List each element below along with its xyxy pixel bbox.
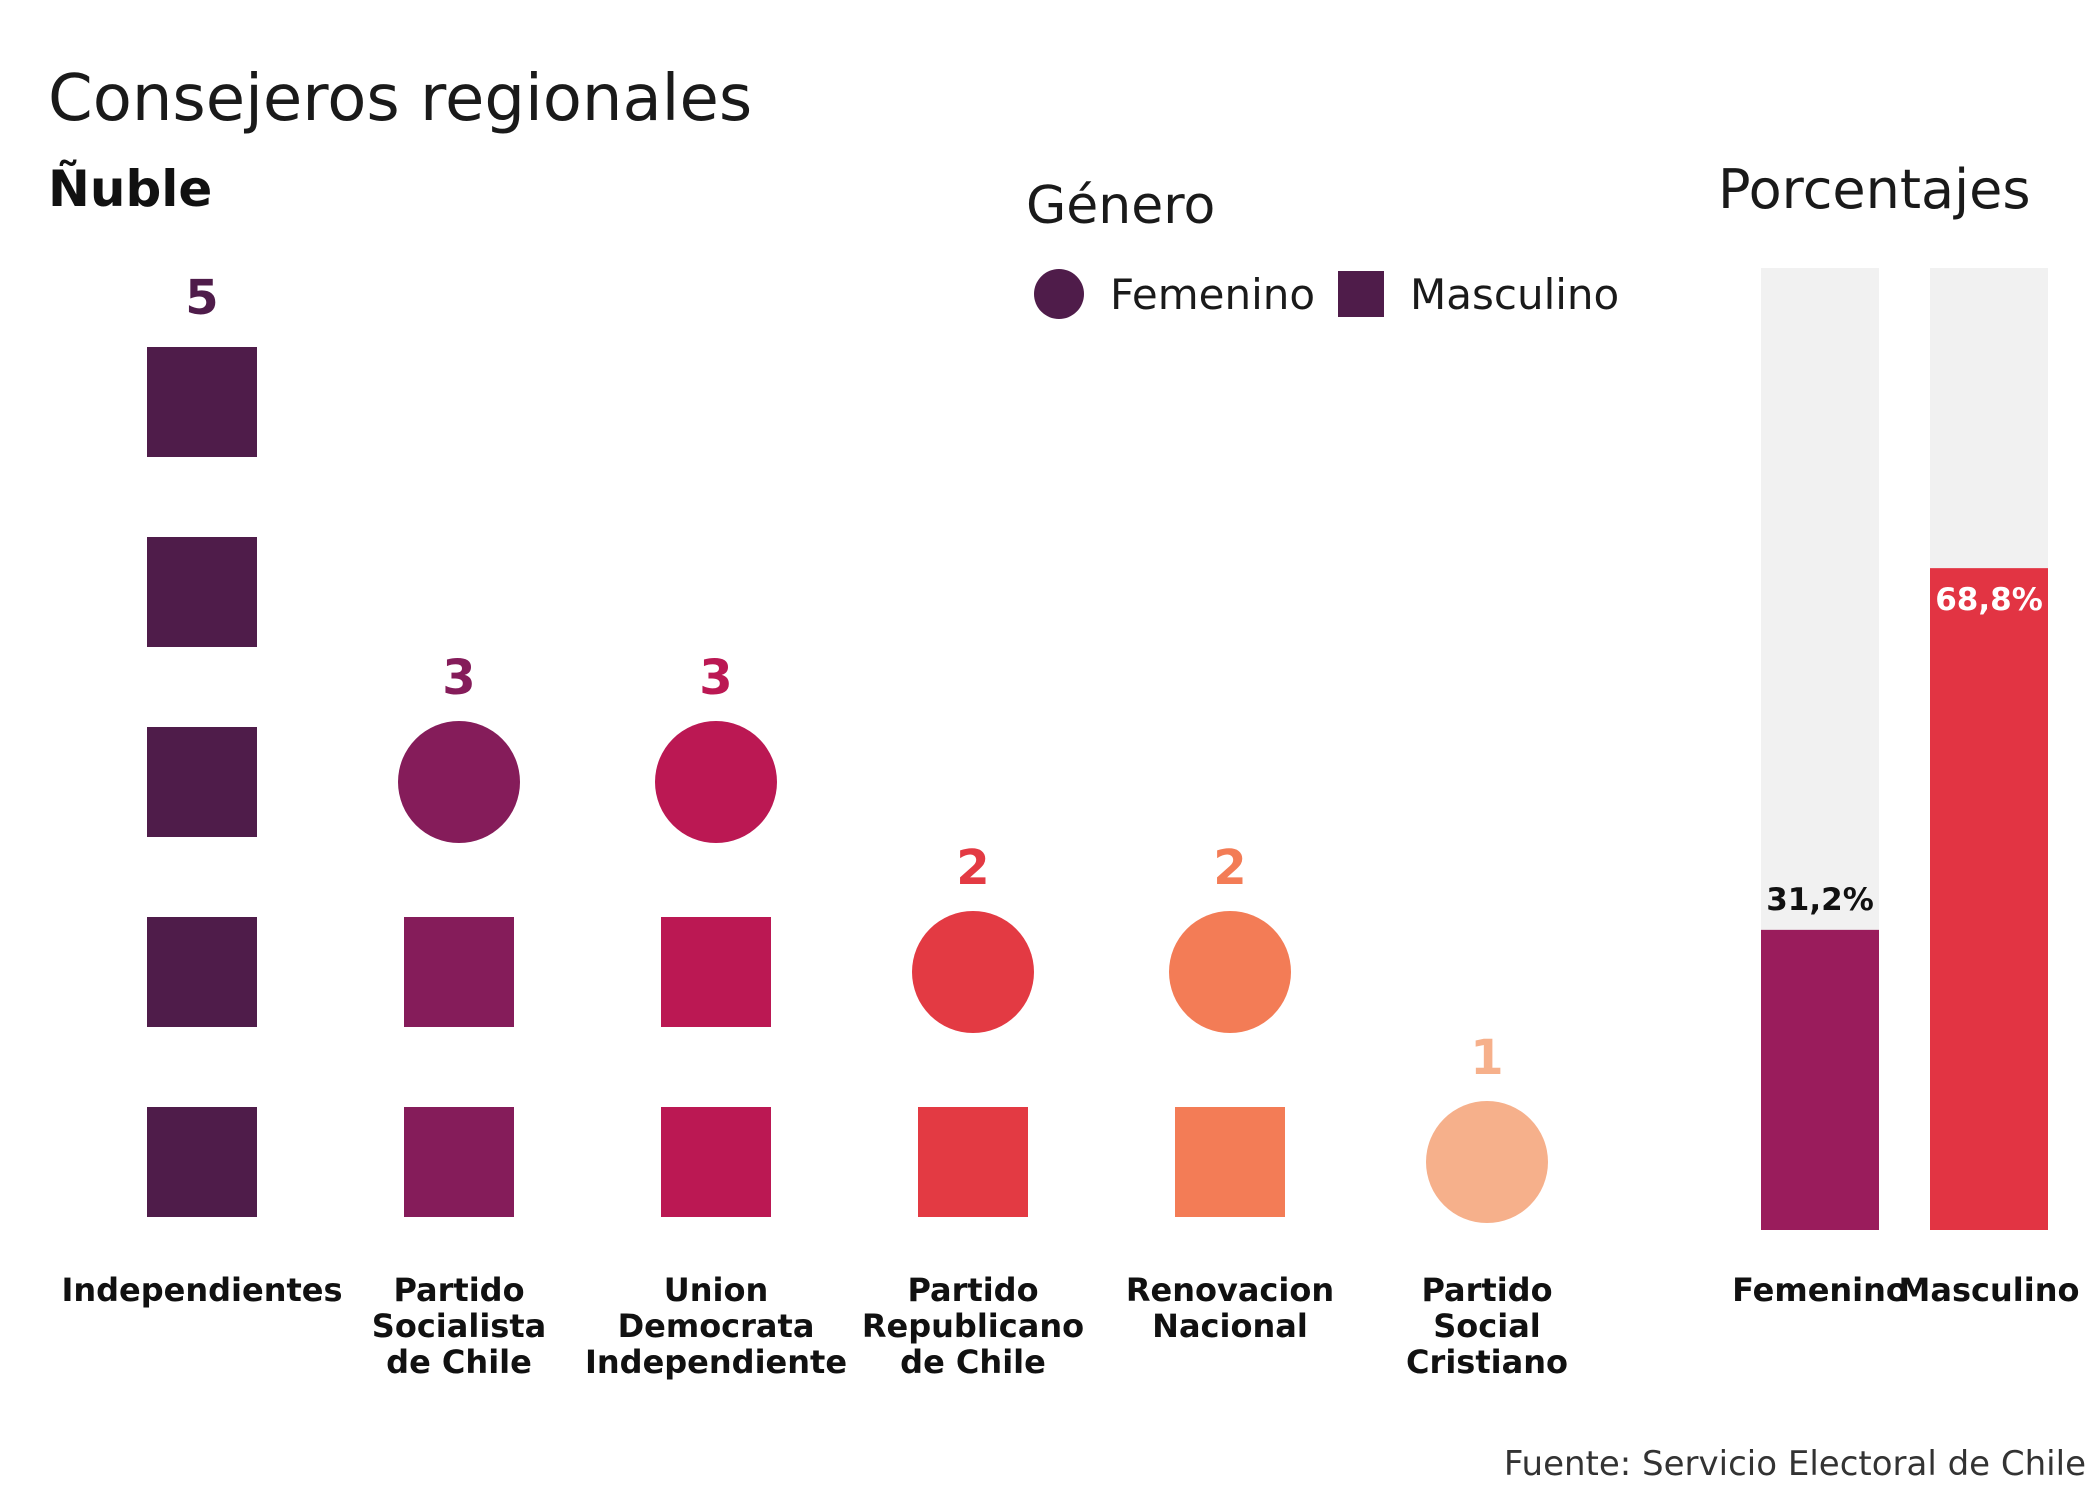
masculino-square-independientes: [147, 347, 257, 457]
legend-item-masculino: Masculino: [1338, 268, 1619, 320]
chart-title: Consejeros regionales: [48, 62, 753, 136]
category-label-partido-socialista-de-chile: Partido: [393, 1271, 524, 1309]
masculino-square-independientes: [147, 727, 257, 837]
legend-label-masculino: Masculino: [1410, 269, 1620, 319]
category-label-union-democrata-independiente: Democrata: [618, 1307, 815, 1345]
legend-title: Género: [1026, 176, 1216, 236]
masculino-square-union-democrata-independiente: [661, 1107, 771, 1217]
femenino-circle-partido-social-cristiano: [1426, 1101, 1548, 1223]
bar-value-label-femenino: 31,2%: [1766, 882, 1874, 918]
category-label-partido-republicano-de-chile: de Chile: [900, 1343, 1046, 1381]
category-label-partido-social-cristiano: Cristiano: [1406, 1343, 1568, 1381]
category-label-partido-socialista-de-chile: de Chile: [386, 1343, 532, 1381]
masculino-square-independientes: [147, 917, 257, 1027]
femenino-circle-partido-socialista-de-chile: [398, 721, 520, 843]
masculino-square-union-democrata-independiente: [661, 917, 771, 1027]
count-label-union-democrata-independiente: 3: [699, 650, 732, 706]
bar-category-label-masculino: Masculino: [1899, 1271, 2080, 1309]
count-label-renovacion-nacional: 2: [1213, 840, 1246, 896]
category-label-partido-social-cristiano: Partido: [1421, 1271, 1552, 1309]
legend-label-femenino: Femenino: [1110, 269, 1316, 319]
category-label-partido-republicano-de-chile: Republicano: [862, 1307, 1084, 1345]
masculino-square-independientes: [147, 537, 257, 647]
category-label-partido-republicano-de-chile: Partido: [907, 1271, 1038, 1309]
category-label-union-democrata-independiente: Union: [664, 1271, 769, 1309]
category-label-renovacion-nacional: Renovacion: [1126, 1271, 1334, 1309]
legend-square-icon: [1338, 271, 1384, 317]
femenino-circle-renovacion-nacional: [1169, 911, 1291, 1033]
femenino-circle-union-democrata-independiente: [655, 721, 777, 843]
femenino-circle-partido-republicano-de-chile: [912, 911, 1034, 1033]
category-label-renovacion-nacional: Nacional: [1152, 1307, 1308, 1345]
masculino-square-partido-socialista-de-chile: [404, 1107, 514, 1217]
bar-category-label-femenino: Femenino: [1732, 1271, 1908, 1309]
masculino-square-independientes: [147, 1107, 257, 1217]
legend-item-femenino: Femenino: [1034, 268, 1315, 320]
category-label-partido-socialista-de-chile: Socialista: [372, 1307, 546, 1345]
masculino-square-renovacion-nacional: [1175, 1107, 1285, 1217]
count-label-independientes: 5: [185, 270, 218, 326]
percent-chart-title: Porcentajes: [1718, 158, 2031, 221]
masculino-square-partido-socialista-de-chile: [404, 917, 514, 1027]
masculino-square-partido-republicano-de-chile: [918, 1107, 1028, 1217]
category-label-union-democrata-independiente: Independiente: [585, 1343, 847, 1381]
category-label-independientes: Independientes: [61, 1271, 342, 1309]
bar-masculino: [1930, 568, 2048, 1230]
bar-femenino: [1761, 929, 1879, 1230]
count-label-partido-socialista-de-chile: 3: [442, 650, 475, 706]
count-label-partido-social-cristiano: 1: [1470, 1030, 1503, 1086]
bar-value-label-masculino: 68,8%: [1935, 582, 2043, 618]
legend-circle-icon: [1034, 269, 1084, 319]
category-label-partido-social-cristiano: Social: [1433, 1307, 1541, 1345]
chart-subtitle: Ñuble: [48, 160, 213, 218]
source-note: Fuente: Servicio Electoral de Chile: [1503, 1444, 2086, 1484]
count-label-partido-republicano-de-chile: 2: [956, 840, 989, 896]
